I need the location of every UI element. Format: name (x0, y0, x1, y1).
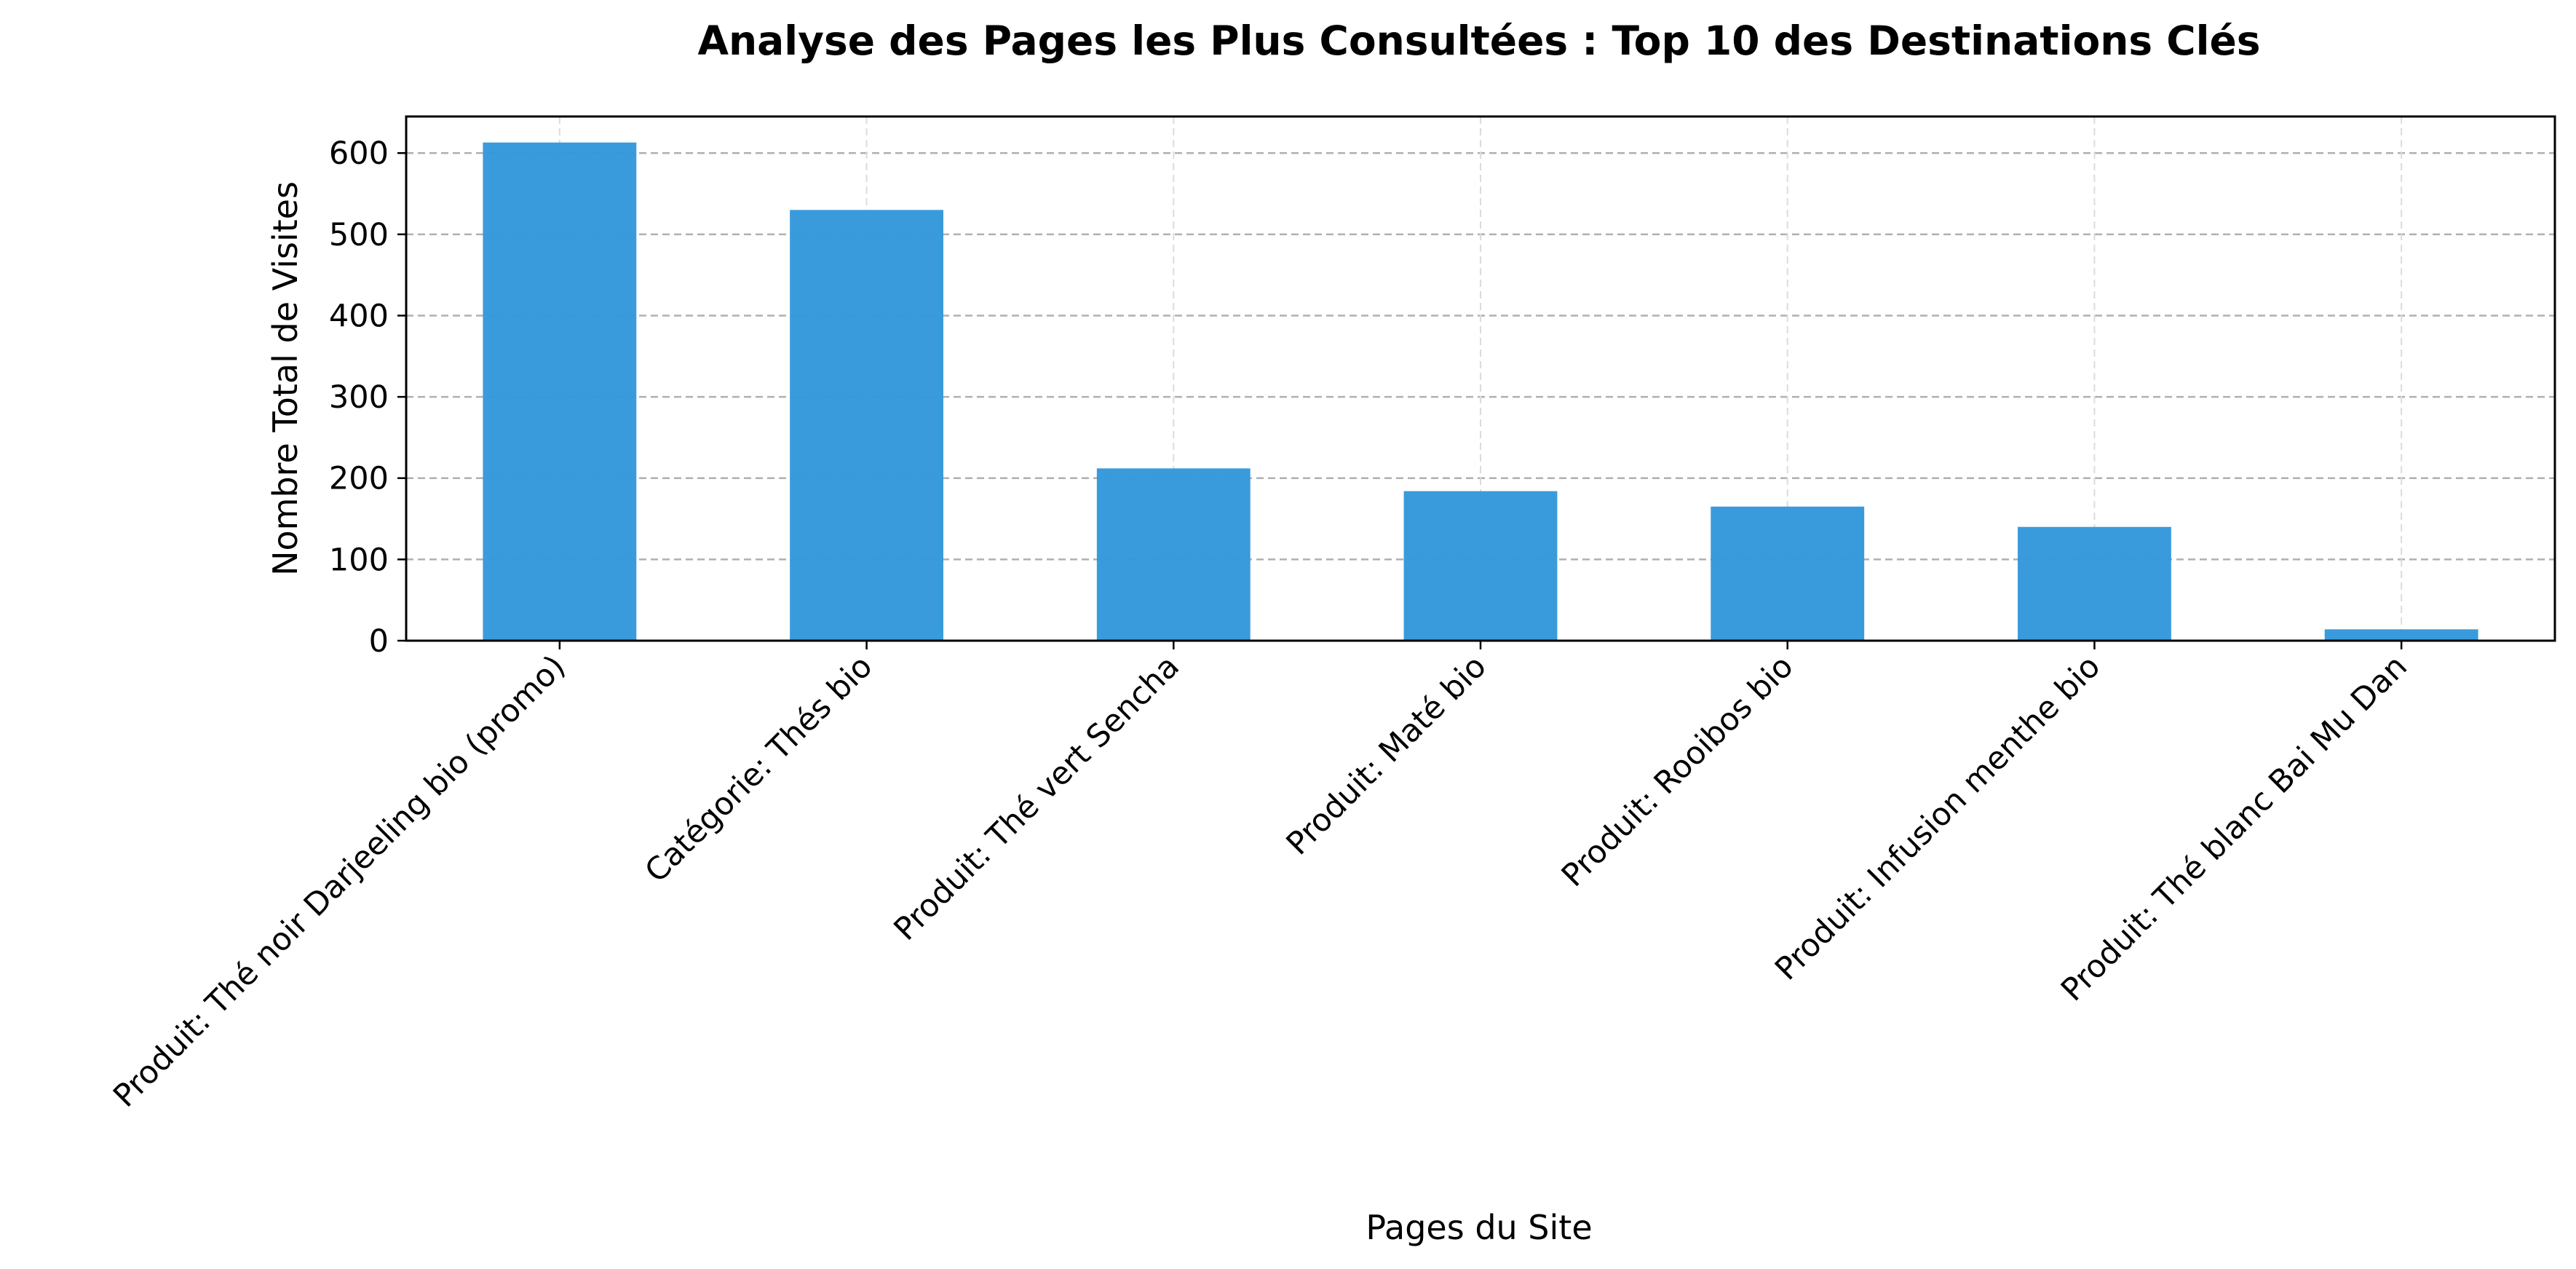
bars (483, 142, 2478, 641)
bar (483, 142, 637, 641)
x-tick-label: Catégorie: Thés bio (638, 648, 880, 890)
y-axis-ticks: 0 100 200 300 400 500 600 (329, 135, 406, 660)
bar (1403, 491, 1558, 641)
x-axis-label: Pages du Site (1366, 1208, 1592, 1247)
y-tick-label: 300 (329, 379, 389, 416)
x-tick-label: Produit: Rooibos bio (1555, 648, 1801, 894)
bar (790, 210, 943, 641)
y-tick-label: 100 (329, 542, 389, 578)
y-tick-label: 200 (329, 461, 389, 497)
y-tick-label: 0 (369, 623, 389, 660)
y-tick-label: 400 (329, 298, 389, 334)
bar (1711, 506, 1865, 641)
bar (2324, 629, 2478, 641)
y-axis-label: Nombre Total de Visites (266, 181, 305, 576)
x-tick-label: Produit: Maté bio (1280, 648, 1494, 862)
chart-title: Analyse des Pages les Plus Consultées : … (697, 17, 2260, 64)
x-tick-label: Produit: Thé vert Sencha (887, 648, 1186, 947)
x-axis-ticks: Produit: Thé noir Darjeeling bio (promo)… (106, 641, 2414, 1115)
y-tick-label: 600 (329, 135, 389, 172)
x-tick-label: Produit: Thé noir Darjeeling bio (promo) (106, 648, 572, 1114)
x-tick-label: Produit: Infusion menthe bio (1768, 648, 2107, 987)
y-tick-label: 500 (329, 217, 389, 253)
bar (1096, 468, 1251, 641)
x-tick-label: Produit: Thé blanc Bai Mu Dan (2054, 648, 2414, 1008)
bar (2018, 526, 2171, 641)
